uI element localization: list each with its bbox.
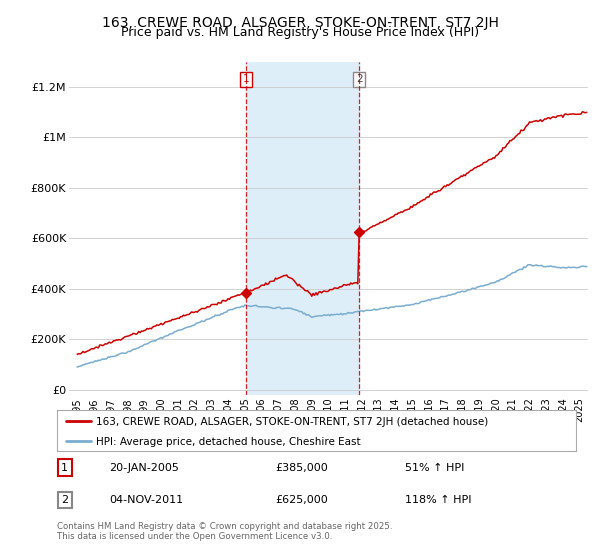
Bar (245, 62, 359, 395)
Text: 2: 2 (61, 495, 68, 505)
Text: 04-NOV-2011: 04-NOV-2011 (109, 495, 183, 505)
Text: 118% ↑ HPI: 118% ↑ HPI (405, 495, 471, 505)
Text: £385,000: £385,000 (275, 463, 328, 473)
Text: 20-JAN-2005: 20-JAN-2005 (109, 463, 179, 473)
Text: Price paid vs. HM Land Registry's House Price Index (HPI): Price paid vs. HM Land Registry's House … (121, 26, 479, 39)
Text: 163, CREWE ROAD, ALSAGER, STOKE-ON-TRENT, ST7 2JH (detached house): 163, CREWE ROAD, ALSAGER, STOKE-ON-TRENT… (96, 417, 488, 427)
Text: 2: 2 (356, 74, 362, 84)
Text: Contains HM Land Registry data © Crown copyright and database right 2025.
This d: Contains HM Land Registry data © Crown c… (57, 522, 392, 542)
Text: 163, CREWE ROAD, ALSAGER, STOKE-ON-TRENT, ST7 2JH: 163, CREWE ROAD, ALSAGER, STOKE-ON-TRENT… (101, 16, 499, 30)
Text: 1: 1 (242, 74, 249, 84)
Text: £625,000: £625,000 (275, 495, 328, 505)
Text: 51% ↑ HPI: 51% ↑ HPI (405, 463, 464, 473)
Text: HPI: Average price, detached house, Cheshire East: HPI: Average price, detached house, Ches… (96, 437, 361, 447)
Text: 1: 1 (61, 463, 68, 473)
